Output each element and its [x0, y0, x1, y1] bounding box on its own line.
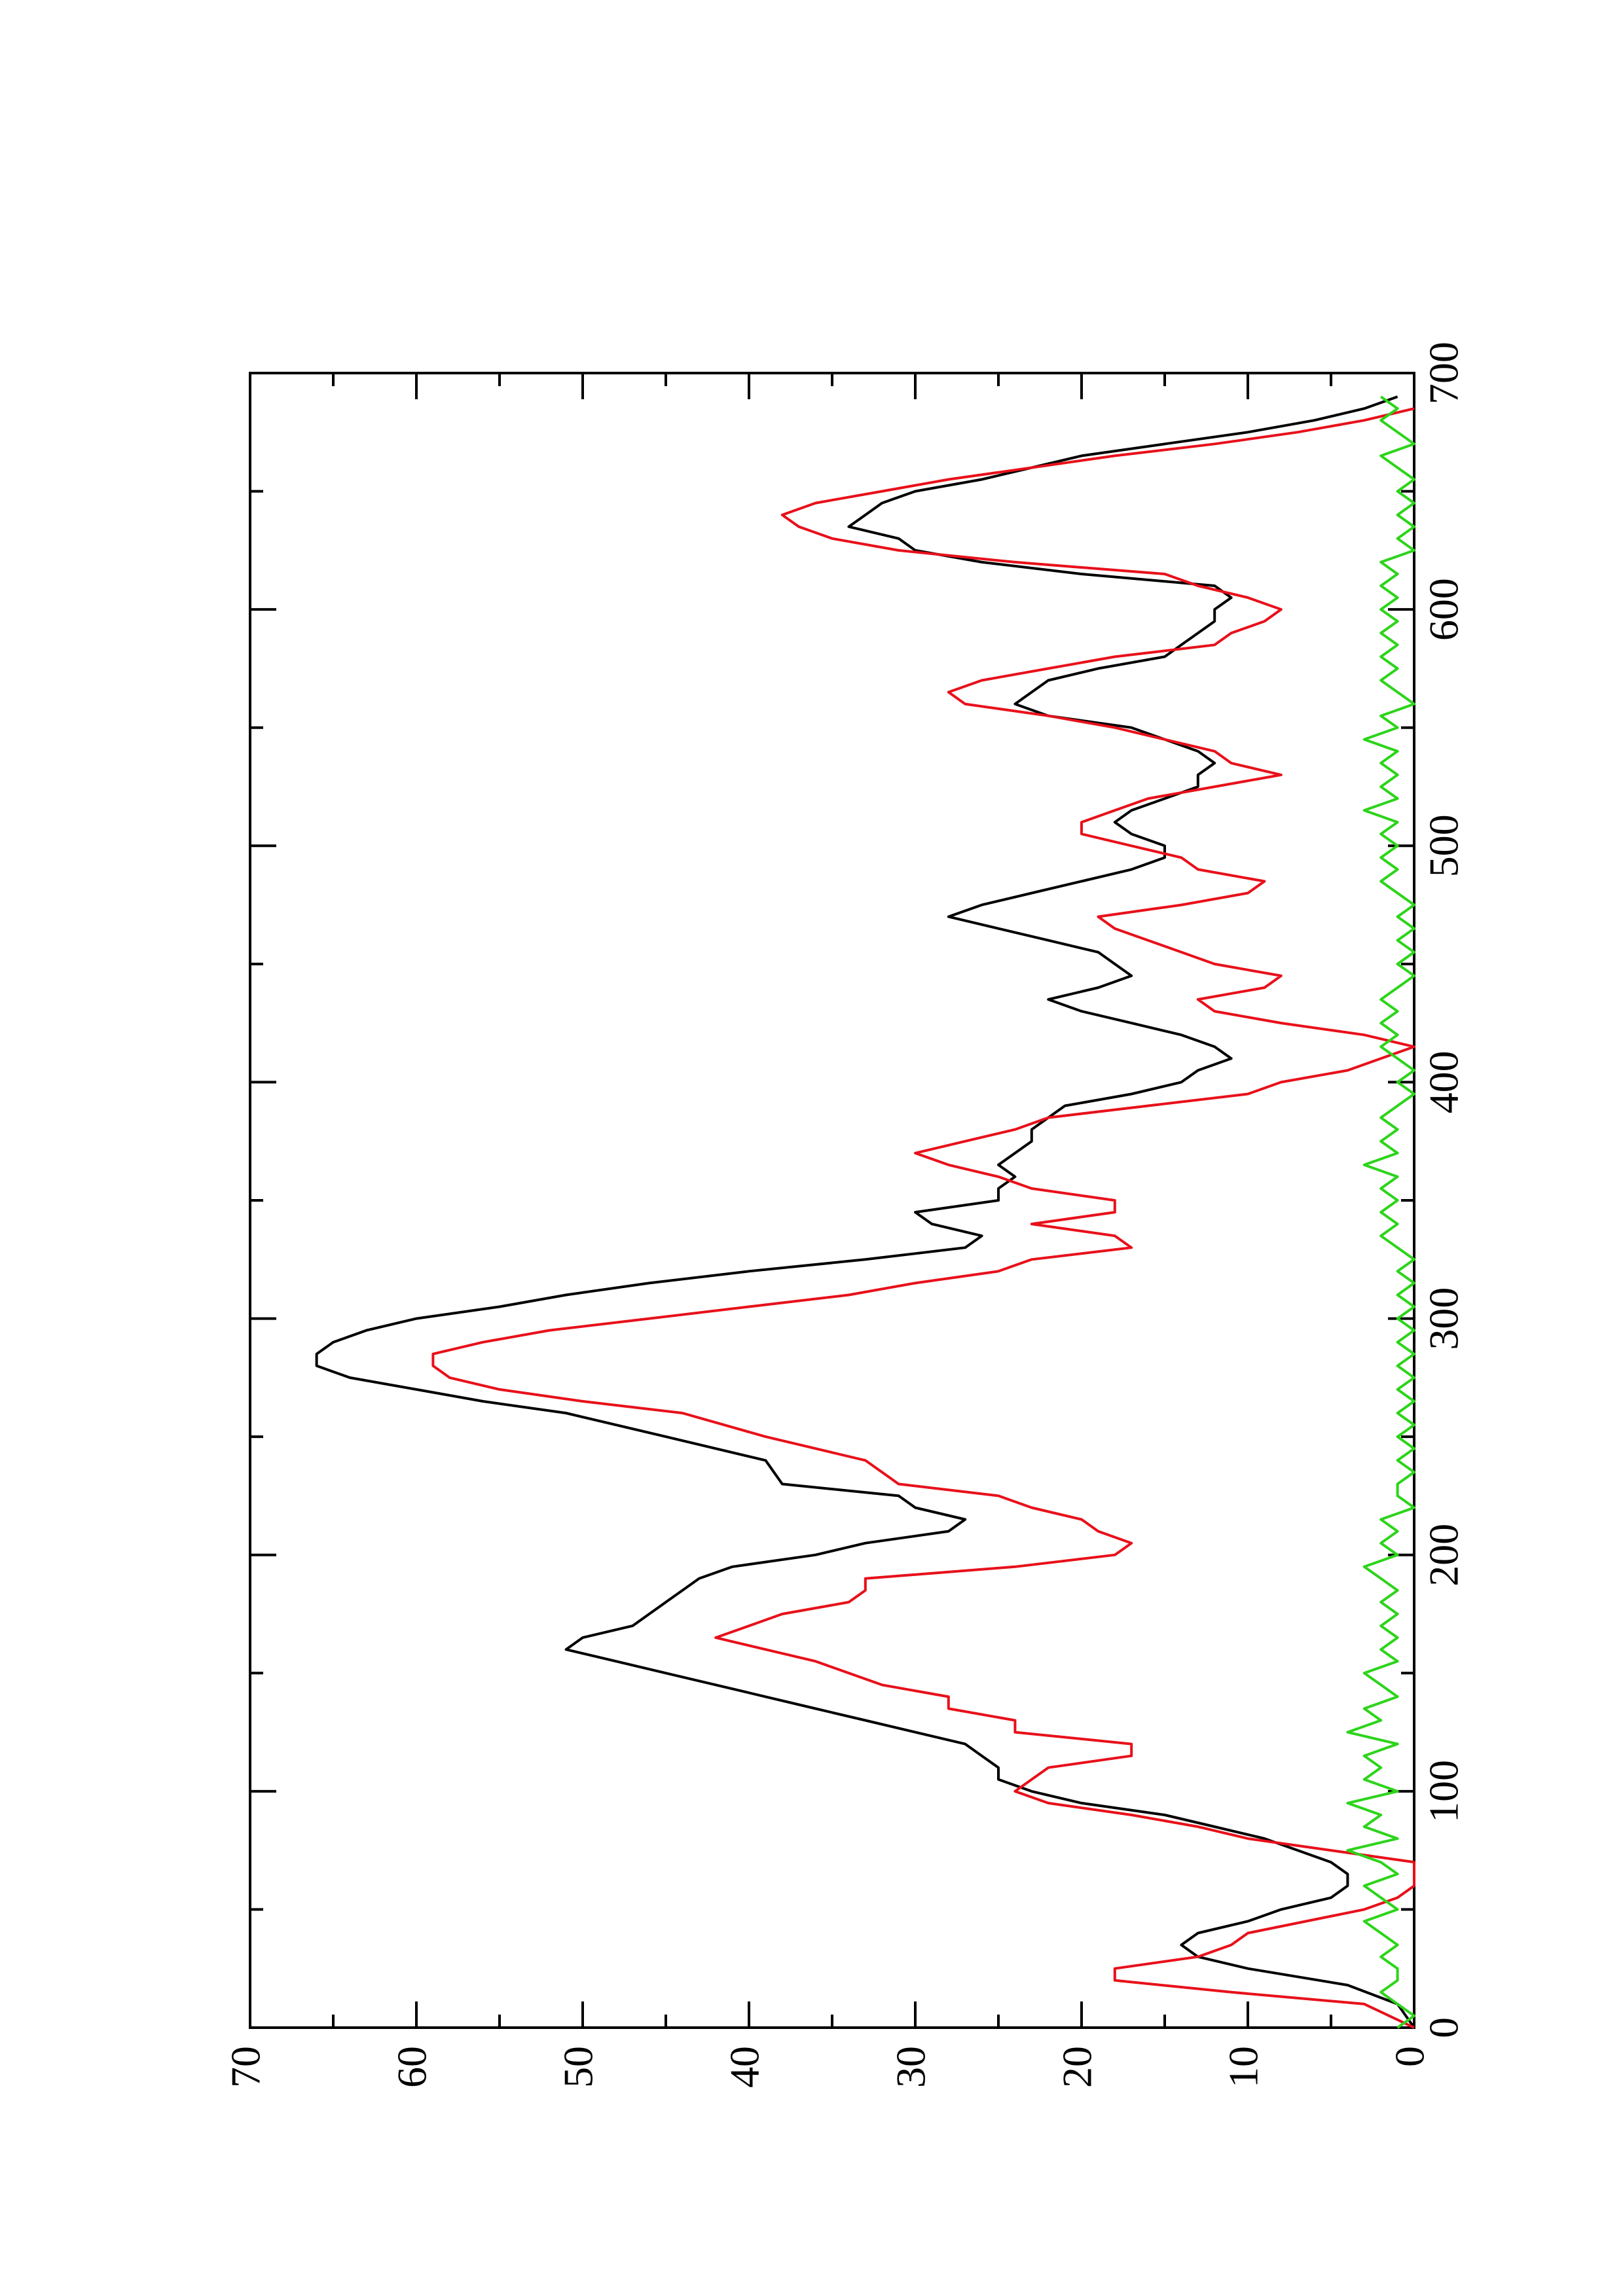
x-tick-label: 600 [1421, 578, 1467, 641]
y-tick-label: 60 [389, 2046, 435, 2088]
x-tick-label: 300 [1421, 1287, 1467, 1350]
axis-ticks [249, 372, 1415, 2029]
series-layer [315, 395, 1415, 2029]
x-tick-label: 100 [1421, 1760, 1467, 1823]
y-tick-label: 10 [1220, 2046, 1267, 2088]
x-tick-label: 500 [1421, 814, 1467, 877]
plot-frame [249, 372, 1415, 2029]
x-tick-label: 0 [1421, 2017, 1467, 2038]
y-tick-label: 30 [888, 2046, 934, 2088]
y-tick-label: 0 [1387, 2046, 1433, 2067]
y-tick-label: 20 [1054, 2046, 1101, 2088]
series-line-1 [315, 395, 1415, 2029]
y-tick-label: 50 [555, 2046, 602, 2088]
x-tick-label: 200 [1421, 1524, 1467, 1587]
x-tick-label: 700 [1421, 342, 1467, 404]
y-tick-label: 40 [721, 2046, 768, 2088]
series-line-2 [431, 407, 1415, 2029]
axis-tick-labels: 0 100 200 300 400 500 600 700 0 10 20 30 40 50 60 70 [223, 342, 1467, 2088]
series-line-3 [1346, 395, 1415, 2029]
x-tick-label: 400 [1421, 1050, 1467, 1113]
y-tick-label: 70 [223, 2046, 269, 2088]
